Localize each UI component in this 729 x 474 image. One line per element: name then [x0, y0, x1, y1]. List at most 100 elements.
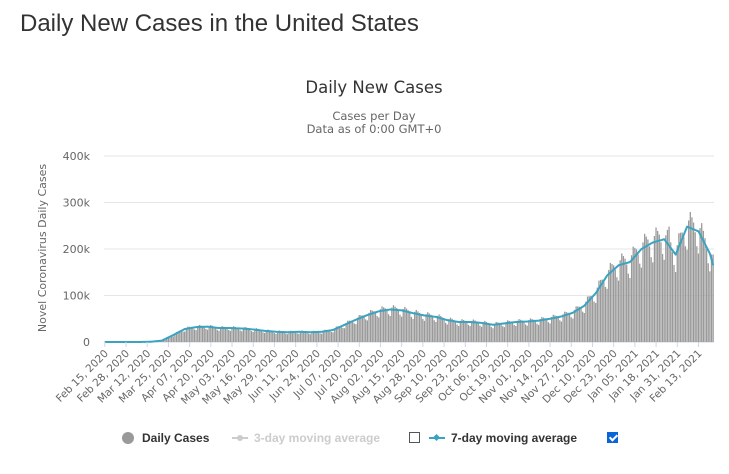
daily-cases-bar — [394, 307, 395, 342]
daily-cases-bar — [685, 246, 686, 342]
daily-cases-bar — [447, 325, 448, 342]
daily-cases-bar — [499, 323, 500, 342]
daily-cases-bar — [186, 328, 187, 342]
daily-cases-bar — [703, 231, 704, 342]
daily-cases-bar — [616, 277, 617, 342]
daily-cases-bar — [538, 325, 539, 342]
daily-cases-bar — [388, 314, 389, 342]
daily-cases-bar — [497, 322, 498, 342]
daily-cases-bar — [562, 314, 563, 342]
daily-cases-bar — [610, 263, 611, 342]
daily-cases-bar — [709, 271, 710, 342]
daily-cases-bar — [603, 282, 604, 342]
checkbox-7-day-average[interactable] — [607, 432, 618, 443]
daily-cases-bar — [548, 322, 549, 342]
daily-cases-bar — [535, 321, 536, 342]
daily-cases-bar — [566, 312, 567, 342]
daily-cases-bar — [621, 253, 622, 342]
daily-cases-bar — [376, 316, 377, 342]
daily-cases-bar — [579, 307, 580, 342]
daily-cases-bar — [483, 322, 484, 342]
daily-cases-bar — [504, 327, 505, 342]
daily-cases-bar — [448, 319, 449, 342]
daily-cases-bar — [217, 330, 218, 342]
daily-cases-bar — [492, 328, 493, 342]
daily-cases-bar — [683, 237, 684, 342]
daily-cases-bar — [445, 323, 446, 342]
daily-cases-bar — [259, 330, 260, 342]
chart-subtitle-line-1: Cases per Day — [332, 109, 415, 123]
daily-cases-bar — [577, 306, 578, 342]
daily-cases-bar — [171, 337, 172, 342]
daily-cases-bar — [491, 327, 492, 342]
daily-cases-bar — [522, 321, 523, 342]
daily-cases-bar — [624, 259, 625, 342]
daily-cases-bar — [254, 329, 255, 342]
daily-cases-bar — [487, 323, 488, 342]
daily-cases-bar — [642, 242, 643, 342]
daily-cases-bar — [602, 280, 603, 342]
daily-cases-bar — [398, 311, 399, 342]
daily-cases-bar — [173, 336, 174, 342]
daily-cases-bar — [318, 332, 319, 342]
daily-cases-bar — [667, 230, 668, 342]
daily-cases-bar — [551, 317, 552, 342]
daily-cases-bar — [569, 314, 570, 342]
daily-cases-bar — [546, 320, 547, 342]
daily-cases-bar — [191, 327, 192, 342]
chart-subtitle-line-2: Data as of 0:00 GMT+0 — [307, 122, 442, 136]
daily-cases-bar — [647, 239, 648, 342]
daily-cases-bar — [396, 308, 397, 342]
daily-cases-bar — [378, 317, 379, 342]
daily-cases-bar — [704, 238, 705, 342]
legend-item-daily-cases[interactable]: Daily Cases — [122, 426, 209, 450]
daily-cases-bar — [328, 330, 329, 342]
daily-cases-bar — [236, 327, 237, 342]
daily-cases-bar — [660, 242, 661, 342]
daily-cases-bar — [342, 328, 343, 342]
daily-cases-bar — [458, 326, 459, 342]
daily-cases-bar — [597, 288, 598, 342]
daily-cases-bar — [253, 332, 254, 342]
daily-cases-bar — [701, 223, 702, 342]
daily-cases-bar — [582, 312, 583, 342]
daily-cases-bar — [712, 255, 713, 342]
daily-cases-bar — [228, 330, 229, 342]
daily-cases-bar — [623, 256, 624, 342]
daily-cases-bar — [440, 316, 441, 342]
daily-cases-bar — [225, 327, 226, 342]
daily-cases-bar — [690, 212, 691, 342]
daily-cases-bar — [559, 320, 560, 342]
daily-cases-bar — [425, 314, 426, 342]
daily-cases-bar — [514, 325, 515, 342]
legend-item-3-day-average[interactable]: 3-day moving average — [232, 426, 380, 450]
daily-cases-bar — [241, 331, 242, 342]
daily-cases-bar — [213, 327, 214, 342]
daily-cases-bar — [407, 310, 408, 342]
daily-cases-bar — [363, 317, 364, 342]
legend-item-7-day-average[interactable]: 7-day moving average — [429, 426, 577, 450]
daily-cases-bar — [479, 325, 480, 342]
daily-cases-bar — [360, 315, 361, 342]
daily-cases-bar — [502, 326, 503, 342]
line-marker-icon — [429, 432, 445, 444]
grid-layer — [104, 156, 714, 342]
daily-cases-bar — [505, 322, 506, 342]
daily-cases-bar — [442, 317, 443, 342]
daily-cases-bar — [633, 247, 634, 342]
daily-cases-bar — [204, 327, 205, 342]
daily-cases-bar — [528, 320, 529, 342]
daily-cases-bar — [486, 322, 487, 342]
daily-cases-bar — [580, 308, 581, 342]
daily-cases-bar — [584, 313, 585, 342]
checkbox-3-day-average[interactable] — [409, 432, 420, 443]
daily-cases-bar — [592, 298, 593, 342]
daily-cases-bar — [412, 319, 413, 342]
daily-cases-bar — [593, 302, 594, 342]
daily-cases-bar — [558, 318, 559, 342]
daily-cases-bar — [194, 329, 195, 342]
daily-cases-bar — [686, 250, 687, 342]
daily-cases-bar — [249, 329, 250, 342]
daily-cases-bar — [184, 332, 185, 342]
daily-cases-bar — [659, 235, 660, 342]
